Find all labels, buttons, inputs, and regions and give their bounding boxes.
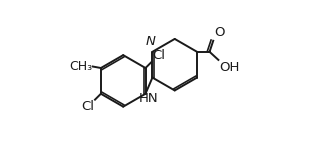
Text: Cl: Cl [152, 49, 165, 62]
Text: HN: HN [139, 92, 159, 105]
Text: CH₃: CH₃ [69, 60, 92, 73]
Text: N: N [145, 35, 155, 48]
Text: OH: OH [219, 61, 239, 74]
Text: Cl: Cl [81, 100, 94, 113]
Text: O: O [214, 26, 224, 39]
